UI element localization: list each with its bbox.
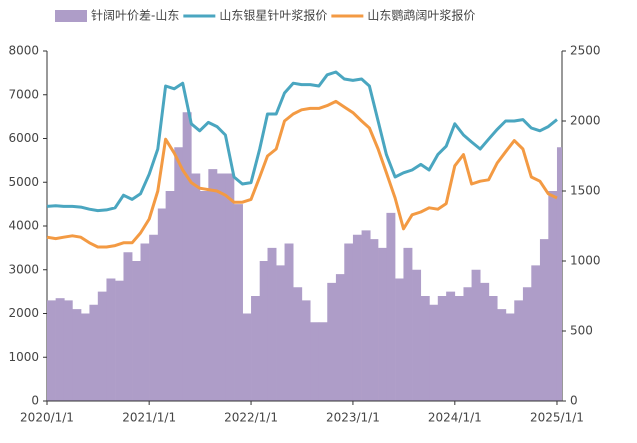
- bar: [548, 191, 558, 401]
- bar: [165, 191, 175, 401]
- bar: [216, 173, 226, 401]
- bar: [208, 169, 218, 401]
- y2-tick-label: 0: [570, 394, 578, 408]
- bar: [132, 261, 142, 401]
- y-tick-label: 7000: [8, 87, 39, 101]
- bar: [191, 173, 201, 401]
- bar: [267, 247, 277, 401]
- y2-tick-label: 2500: [570, 44, 601, 58]
- bar: [80, 313, 90, 401]
- bar: [89, 304, 99, 401]
- bar: [369, 239, 379, 401]
- bar: [429, 304, 439, 401]
- bar: [463, 287, 473, 401]
- bar: [437, 296, 447, 401]
- bar: [318, 322, 328, 401]
- bar: [488, 296, 498, 401]
- bar: [234, 204, 243, 401]
- y2-tick-label: 1000: [570, 254, 601, 268]
- y-tick-label: 1000: [8, 350, 39, 364]
- bar: [47, 300, 56, 401]
- bar: [174, 147, 184, 401]
- bar: [310, 322, 320, 401]
- bar: [149, 234, 159, 401]
- bar: [72, 309, 82, 401]
- y-tick-label: 3000: [8, 262, 39, 276]
- x-tick-label: 2020/1/1: [20, 411, 74, 425]
- x-tick-label: 2024/1/1: [428, 411, 482, 425]
- line: [46, 70, 558, 213]
- bar: [55, 298, 65, 401]
- bar: [539, 239, 549, 401]
- y-tick-label: 4000: [8, 219, 39, 233]
- bar: [97, 291, 107, 401]
- bar: [522, 287, 532, 401]
- y-tick-label: 8000: [8, 44, 39, 58]
- bar: [514, 300, 524, 401]
- bar: [140, 243, 150, 401]
- bar: [63, 300, 73, 401]
- bar: [251, 296, 260, 401]
- bar: [293, 287, 303, 401]
- bar: [182, 112, 192, 401]
- bar: [352, 234, 362, 401]
- bar: [199, 191, 209, 401]
- y2-tick-label: 500: [570, 324, 593, 338]
- legend-label: 山东鹦鹉阔叶浆报价: [367, 8, 475, 23]
- bar: [344, 243, 354, 401]
- bar: [301, 300, 311, 401]
- bar: [327, 282, 337, 401]
- bar: [412, 269, 422, 401]
- bar: [123, 252, 133, 401]
- bar: [115, 280, 125, 401]
- y2-tick-label: 2000: [570, 114, 601, 128]
- bar: [420, 296, 430, 401]
- x-tick-label: 2022/1/1: [224, 411, 278, 425]
- bar: [471, 269, 481, 401]
- bar: [497, 309, 507, 401]
- bar: [454, 296, 464, 401]
- y-tick-label: 0: [31, 394, 39, 408]
- y2-tick-label: 1500: [570, 184, 601, 198]
- legend-label: 山东银星针叶浆报价: [219, 8, 327, 23]
- bar: [242, 313, 252, 401]
- legend-label: 针阔叶价差-山东: [91, 8, 179, 23]
- bar: [446, 291, 456, 401]
- bar: [395, 278, 405, 401]
- bar: [361, 230, 371, 401]
- bar: [335, 274, 345, 401]
- bar: [386, 212, 396, 401]
- bar: [378, 247, 388, 401]
- bar: [556, 147, 562, 401]
- y-tick-label: 5000: [8, 175, 39, 189]
- bar: [531, 265, 541, 401]
- bar: [284, 243, 294, 401]
- y-tick-label: 2000: [8, 306, 39, 320]
- x-tick-label: 2025/1/1: [530, 411, 584, 425]
- x-tick-label: 2021/1/1: [122, 411, 176, 425]
- line: [46, 99, 558, 249]
- bar: [106, 278, 116, 401]
- bar: [403, 247, 413, 401]
- bar: [480, 282, 490, 401]
- legend-swatch: [55, 10, 87, 22]
- bar: [276, 265, 286, 401]
- bar: [259, 261, 269, 401]
- bar: [225, 173, 235, 401]
- x-tick-label: 2023/1/1: [326, 411, 380, 425]
- y-tick-label: 6000: [8, 131, 39, 145]
- bar: [505, 313, 515, 401]
- bar: [157, 208, 167, 401]
